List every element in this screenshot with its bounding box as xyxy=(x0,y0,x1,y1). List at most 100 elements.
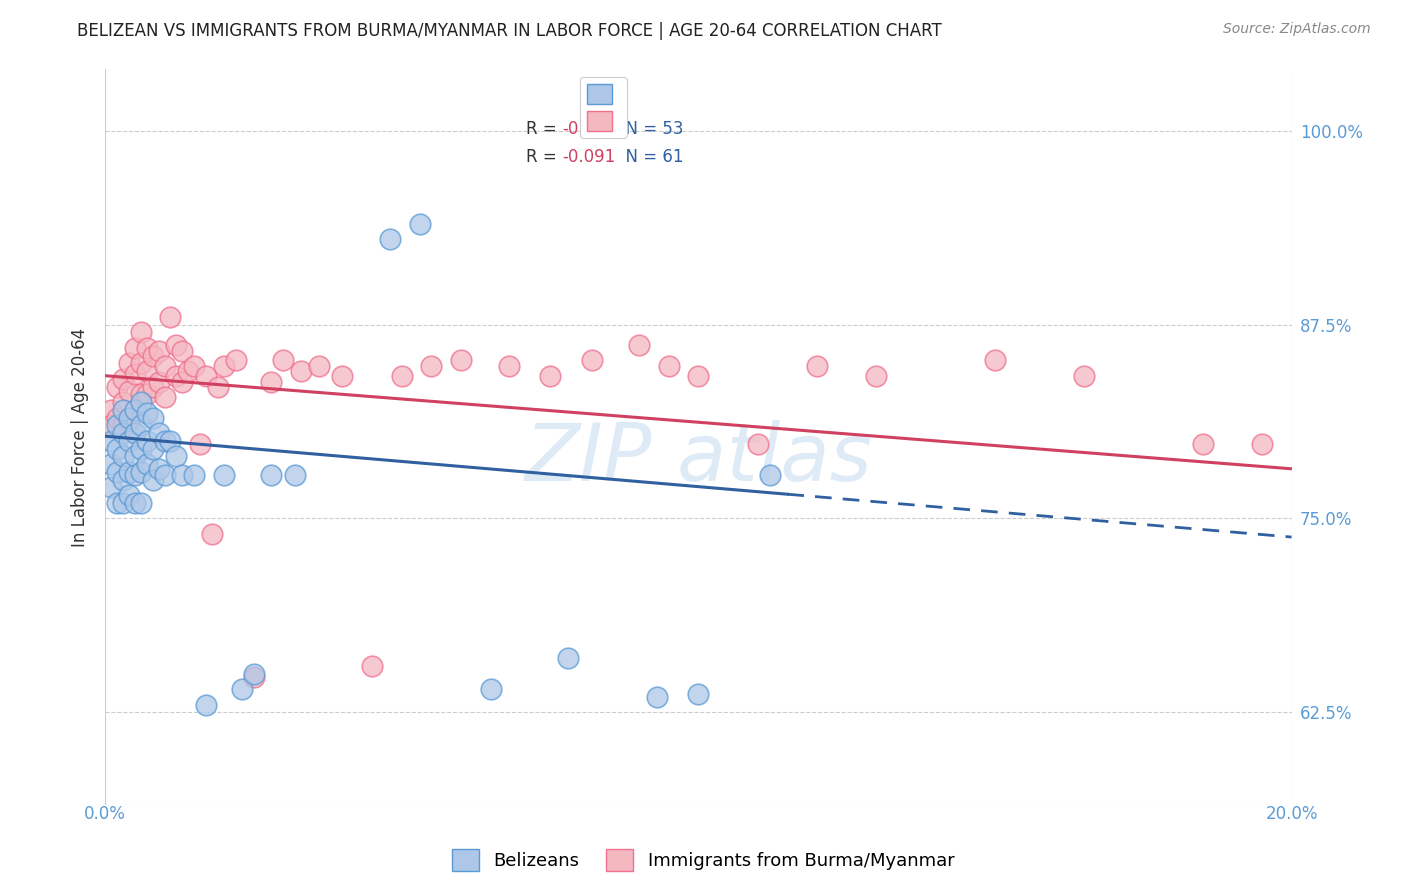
Point xyxy=(129,418,152,433)
Text: R =: R = xyxy=(526,148,562,166)
Point xyxy=(159,310,181,324)
Point xyxy=(105,418,128,433)
Point xyxy=(688,368,710,383)
Point xyxy=(195,698,218,712)
Point xyxy=(129,465,152,479)
Point xyxy=(498,359,520,374)
Point xyxy=(105,379,128,393)
Point xyxy=(538,368,561,383)
Text: ZIP atlas: ZIP atlas xyxy=(524,420,872,498)
Point xyxy=(100,418,122,433)
Point xyxy=(135,341,157,355)
Text: -0.066: -0.066 xyxy=(562,120,614,138)
Point xyxy=(111,450,134,464)
Text: 0.0%: 0.0% xyxy=(84,805,127,823)
Point xyxy=(172,468,194,483)
Point xyxy=(225,353,247,368)
Point xyxy=(142,379,165,393)
Point xyxy=(105,442,128,456)
Point xyxy=(1251,437,1274,451)
Point xyxy=(148,426,170,441)
Point xyxy=(271,353,294,368)
Point xyxy=(420,359,443,374)
Point xyxy=(284,468,307,483)
Point xyxy=(628,337,651,351)
Point xyxy=(129,442,152,456)
Point xyxy=(118,410,141,425)
Point xyxy=(111,395,134,409)
Point xyxy=(124,426,146,441)
Point xyxy=(177,364,200,378)
Point xyxy=(105,496,128,510)
Point xyxy=(129,395,152,409)
Point xyxy=(135,406,157,420)
Point xyxy=(148,462,170,476)
Point xyxy=(118,415,141,429)
Point xyxy=(242,670,264,684)
Point xyxy=(118,384,141,399)
Point xyxy=(1073,368,1095,383)
Point xyxy=(153,434,176,448)
Point xyxy=(332,368,354,383)
Point xyxy=(195,368,218,383)
Point xyxy=(124,402,146,417)
Point xyxy=(159,434,181,448)
Text: BELIZEAN VS IMMIGRANTS FROM BURMA/MYANMAR IN LABOR FORCE | AGE 20-64 CORRELATION: BELIZEAN VS IMMIGRANTS FROM BURMA/MYANMA… xyxy=(77,22,942,40)
Point xyxy=(111,402,134,417)
Point xyxy=(124,341,146,355)
Text: 20.0%: 20.0% xyxy=(1265,805,1317,823)
Point xyxy=(391,368,413,383)
Y-axis label: In Labor Force | Age 20-64: In Labor Force | Age 20-64 xyxy=(72,327,89,547)
Point xyxy=(118,488,141,502)
Point xyxy=(242,666,264,681)
Point xyxy=(758,468,780,483)
Point xyxy=(100,434,122,448)
Point xyxy=(142,410,165,425)
Point xyxy=(408,217,430,231)
Legend: , : , xyxy=(581,77,627,137)
Point xyxy=(308,359,330,374)
Point xyxy=(100,457,122,471)
Text: -0.091: -0.091 xyxy=(562,148,616,166)
Point xyxy=(142,473,165,487)
Point xyxy=(378,232,401,246)
Point xyxy=(148,375,170,389)
Point xyxy=(153,359,176,374)
Point xyxy=(172,343,194,358)
Point xyxy=(124,468,146,483)
Point xyxy=(645,690,668,704)
Point xyxy=(100,402,122,417)
Point xyxy=(212,359,235,374)
Point xyxy=(118,356,141,370)
Point xyxy=(111,473,134,487)
Point xyxy=(129,356,152,370)
Point xyxy=(747,437,769,451)
Point xyxy=(450,353,472,368)
Point xyxy=(557,651,579,665)
Point xyxy=(100,480,122,494)
Point xyxy=(135,364,157,378)
Text: Source: ZipAtlas.com: Source: ZipAtlas.com xyxy=(1223,22,1371,37)
Point xyxy=(984,353,1007,368)
Point xyxy=(124,450,146,464)
Point xyxy=(165,368,187,383)
Point xyxy=(165,450,187,464)
Point xyxy=(479,682,502,697)
Point xyxy=(201,527,224,541)
Text: N = 53: N = 53 xyxy=(616,120,683,138)
Point xyxy=(183,359,205,374)
Point xyxy=(172,375,194,389)
Point xyxy=(129,387,152,401)
Point xyxy=(581,353,603,368)
Point xyxy=(135,457,157,471)
Point xyxy=(105,465,128,479)
Point xyxy=(865,368,887,383)
Point xyxy=(142,442,165,456)
Point xyxy=(148,343,170,358)
Point xyxy=(129,326,152,340)
Point xyxy=(260,468,283,483)
Point xyxy=(260,375,283,389)
Point xyxy=(361,658,384,673)
Point xyxy=(129,496,152,510)
Point xyxy=(142,349,165,363)
